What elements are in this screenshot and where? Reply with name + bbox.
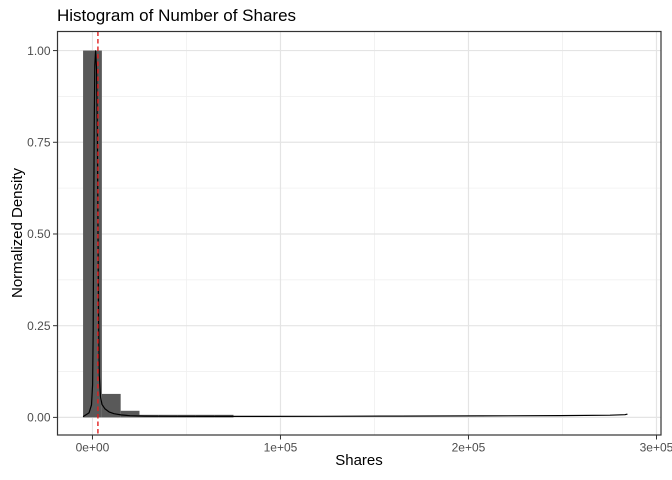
histogram-bar bbox=[101, 393, 121, 418]
x-tick-label: 1e+05 bbox=[264, 441, 298, 455]
x-tick-label: 0e+00 bbox=[76, 441, 110, 455]
y-tick-label: 1.00 bbox=[27, 44, 51, 58]
density-curve bbox=[82, 50, 628, 417]
chart-title: Histogram of Number of Shares bbox=[57, 6, 296, 25]
y-tick-label: 0.50 bbox=[27, 227, 51, 241]
histogram-bar bbox=[120, 410, 140, 418]
y-tick-label: 0.25 bbox=[27, 319, 51, 333]
plot-panel: 0e+00 1e+05 2e+05 3e+05 0.00 0.25 0.50 0.75 1.00 bbox=[27, 30, 672, 455]
y-tick-label: 0.75 bbox=[27, 135, 51, 149]
y-tick-label: 0.00 bbox=[27, 411, 51, 425]
x-tick-label: 2e+05 bbox=[452, 441, 486, 455]
y-axis-title: Normalized Density bbox=[9, 167, 26, 298]
panel-border bbox=[56, 30, 662, 436]
x-tick-label: 3e+05 bbox=[640, 441, 672, 455]
x-axis-title: Shares bbox=[335, 452, 383, 469]
